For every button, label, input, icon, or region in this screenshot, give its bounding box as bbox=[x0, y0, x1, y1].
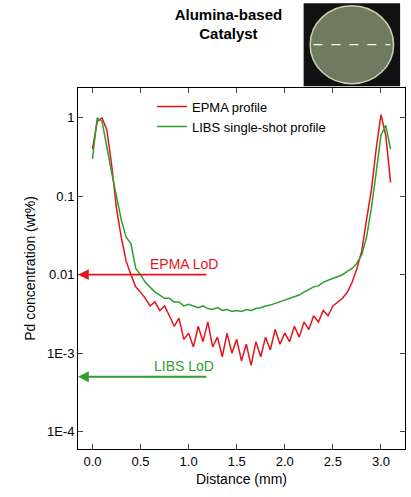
svg-text:EPMA LoD: EPMA LoD bbox=[150, 256, 218, 272]
svg-text:3.0: 3.0 bbox=[372, 454, 390, 469]
svg-text:2.5: 2.5 bbox=[324, 454, 342, 469]
svg-text:0.5: 0.5 bbox=[131, 454, 149, 469]
svg-text:1.0: 1.0 bbox=[180, 454, 198, 469]
svg-text:LIBS single-shot profile: LIBS single-shot profile bbox=[192, 120, 326, 135]
svg-text:2.0: 2.0 bbox=[276, 454, 294, 469]
svg-text:1E-4: 1E-4 bbox=[47, 424, 74, 439]
svg-text:1E-3: 1E-3 bbox=[47, 346, 74, 361]
svg-text:Distance (mm): Distance (mm) bbox=[196, 471, 287, 487]
svg-text:0.1: 0.1 bbox=[56, 189, 74, 204]
svg-text:1.5: 1.5 bbox=[228, 454, 246, 469]
svg-text:Alumina-basedCatalyst: Alumina-basedCatalyst bbox=[175, 6, 283, 43]
svg-text:0.01: 0.01 bbox=[49, 267, 74, 282]
svg-text:0.0: 0.0 bbox=[83, 454, 101, 469]
svg-text:LIBS LoD: LIBS LoD bbox=[154, 358, 214, 374]
svg-text:EPMA profile: EPMA profile bbox=[192, 100, 267, 115]
svg-text:1: 1 bbox=[67, 110, 74, 125]
svg-text:Pd concentration (wt%): Pd concentration (wt%) bbox=[22, 196, 38, 341]
